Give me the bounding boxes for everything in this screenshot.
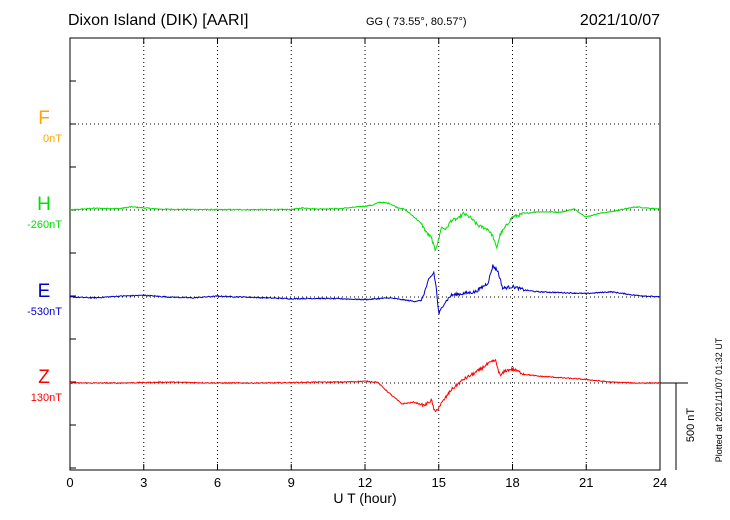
x-tick-label: 24 bbox=[653, 475, 667, 490]
series-baseline-e: -530nT bbox=[27, 306, 62, 318]
x-tick-label: 9 bbox=[288, 475, 295, 490]
series-name-z: Z bbox=[38, 367, 50, 388]
series-name-e: E bbox=[38, 281, 51, 302]
x-axis-label: U T (hour) bbox=[333, 490, 396, 506]
station-title: Dixon Island (DIK) [AARI] bbox=[68, 12, 249, 29]
series-name-f: F bbox=[38, 108, 50, 129]
x-tick-label: 0 bbox=[66, 475, 73, 490]
x-tick-label: 12 bbox=[358, 475, 372, 490]
series-line-h bbox=[69, 201, 661, 252]
scale-bar-label: 500 nT bbox=[685, 408, 697, 443]
scale-bar: 500 nT bbox=[660, 382, 697, 470]
plotted-at-note: Plotted at 2021/11/07 01:32 UT bbox=[714, 337, 724, 462]
x-tick-label: 6 bbox=[214, 475, 221, 490]
series-line-z bbox=[70, 358, 661, 413]
series-layer bbox=[69, 201, 661, 413]
x-tick-label: 3 bbox=[140, 475, 147, 490]
coordinates-label: GG ( 73.55°, 80.57°) bbox=[366, 16, 467, 28]
x-tick-label: 21 bbox=[579, 475, 593, 490]
series-baseline-z: 130nT bbox=[31, 392, 62, 404]
channel-labels: F 0nT H -260nT E -530nT Z 130nT bbox=[27, 108, 62, 404]
series-line-e bbox=[69, 264, 661, 315]
x-tick-label: 18 bbox=[505, 475, 519, 490]
grid-lines bbox=[70, 38, 660, 470]
series-baseline-f: 0nT bbox=[43, 133, 62, 145]
x-axis-ticks: 0 3 6 9 12 15 18 21 24 bbox=[66, 38, 667, 490]
date-label: 2021/10/07 bbox=[579, 12, 660, 29]
x-tick-label: 15 bbox=[432, 475, 446, 490]
series-baseline-h: -260nT bbox=[27, 219, 62, 231]
series-name-h: H bbox=[37, 194, 51, 215]
